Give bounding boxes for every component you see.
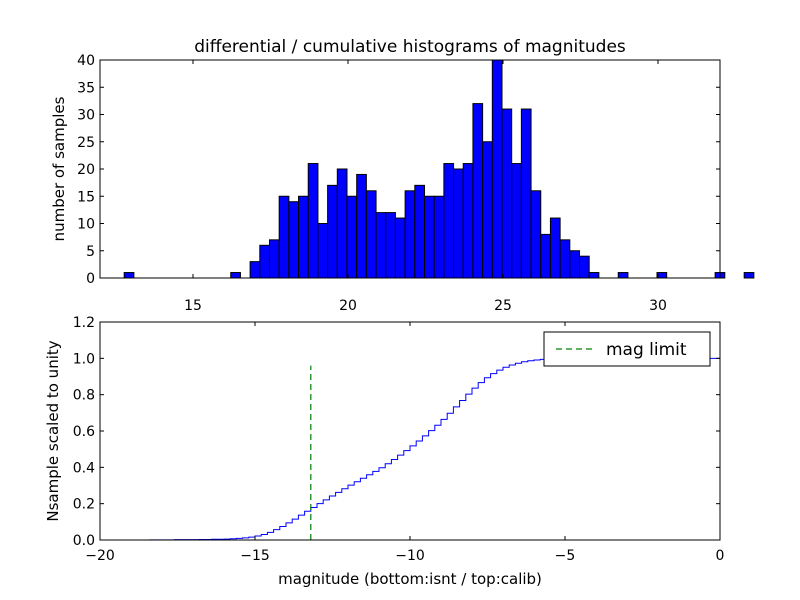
x-tick-label: −15 bbox=[240, 548, 270, 564]
y-tick-label: 1.2 bbox=[73, 315, 95, 331]
histogram-bar bbox=[268, 239, 280, 279]
histogram-bar bbox=[278, 195, 290, 279]
histogram-bar bbox=[356, 173, 367, 279]
y-tick-label: 10 bbox=[77, 217, 95, 233]
cumulative-xlabel: magnitude (bottom:isnt / top:calib) bbox=[278, 570, 542, 588]
histogram-bar bbox=[327, 184, 338, 279]
histogram-bar bbox=[414, 184, 425, 279]
histogram-ticks: 15 20 25 30 0 5 10 15 20 25 30 35 40 bbox=[77, 53, 720, 314]
histogram-bar bbox=[482, 141, 493, 279]
histogram-bar bbox=[230, 272, 241, 279]
histogram-bar bbox=[288, 201, 300, 279]
y-tick-label: 0 bbox=[86, 271, 95, 287]
histogram-bar bbox=[385, 212, 396, 279]
histogram-bar bbox=[530, 190, 542, 279]
histogram-bar bbox=[491, 59, 503, 279]
cumulative-panel: −20 −15 −10 −5 0 0.0 0.2 0.4 0.6 0.8 1.0 1.2 magnit… bbox=[44, 315, 724, 588]
histogram-bar bbox=[588, 272, 600, 279]
histogram-bar bbox=[404, 190, 416, 279]
histogram-bar bbox=[298, 195, 309, 279]
histogram-bar bbox=[511, 163, 522, 279]
histogram-bar bbox=[433, 195, 445, 279]
histogram-bar bbox=[559, 239, 571, 279]
x-tick-label: 25 bbox=[494, 298, 512, 314]
y-tick-label: 30 bbox=[77, 108, 95, 124]
histogram-bars bbox=[123, 59, 755, 279]
histogram-bar bbox=[569, 250, 580, 279]
histogram-bar bbox=[501, 108, 513, 279]
histogram-bar bbox=[617, 272, 629, 279]
histogram-bar bbox=[365, 190, 377, 279]
y-tick-label: 5 bbox=[86, 244, 95, 260]
x-tick-label: 30 bbox=[649, 298, 667, 314]
y-tick-label: 15 bbox=[77, 189, 95, 205]
histogram-bar bbox=[336, 168, 348, 279]
histogram-bar bbox=[307, 163, 319, 279]
y-tick-label: 0.4 bbox=[73, 460, 95, 476]
x-tick-label: 0 bbox=[716, 548, 725, 564]
histogram-bar bbox=[743, 272, 755, 279]
y-tick-label: 35 bbox=[77, 80, 95, 96]
legend: mag limit bbox=[543, 331, 711, 367]
histogram-bar bbox=[249, 261, 261, 279]
y-tick-label: 0.8 bbox=[73, 388, 95, 404]
histogram-bar bbox=[462, 163, 474, 279]
histogram-bar bbox=[317, 223, 329, 279]
legend-label: mag limit bbox=[606, 340, 687, 360]
histogram-ylabel: number of samples bbox=[50, 96, 68, 241]
y-tick-label: 0.0 bbox=[73, 533, 95, 549]
histogram-bar bbox=[472, 103, 484, 279]
chart-title: differential / cumulative histograms of … bbox=[194, 37, 626, 57]
histogram-bar bbox=[346, 195, 358, 279]
y-tick-label: 0.2 bbox=[73, 497, 95, 513]
x-tick-label: −5 bbox=[555, 548, 576, 564]
histogram-bar bbox=[549, 217, 561, 279]
cumulative-frame bbox=[99, 321, 721, 541]
y-tick-label: 20 bbox=[77, 162, 95, 178]
histogram-bar bbox=[123, 272, 135, 279]
histogram-bar bbox=[453, 168, 464, 279]
x-tick-label: 15 bbox=[184, 298, 202, 314]
histogram-bar bbox=[259, 244, 270, 279]
histogram-bar bbox=[540, 233, 551, 279]
y-tick-label: 0.6 bbox=[73, 424, 95, 440]
histogram-bar bbox=[423, 195, 435, 279]
x-tick-label: −10 bbox=[395, 548, 425, 564]
histogram-bar bbox=[394, 217, 406, 279]
histogram-bar bbox=[520, 108, 532, 279]
histogram-bar bbox=[375, 212, 387, 279]
histogram-frame bbox=[99, 59, 721, 279]
x-tick-label: 20 bbox=[339, 298, 357, 314]
histogram-bar bbox=[578, 255, 590, 279]
cumulative-ticks: −20 −15 −10 −5 0 0.0 0.2 0.4 0.6 0.8 1.0 1.2 bbox=[73, 315, 725, 564]
x-tick-label: −20 bbox=[85, 548, 115, 564]
histogram-bar bbox=[443, 163, 455, 279]
y-tick-label: 1.0 bbox=[73, 351, 95, 367]
y-tick-label: 40 bbox=[77, 53, 95, 69]
y-tick-label: 25 bbox=[77, 135, 95, 151]
histogram-panel: differential / cumulative histograms of … bbox=[50, 37, 755, 314]
cumulative-line bbox=[100, 357, 721, 541]
cumulative-ylabel: Nsample scaled to unity bbox=[44, 340, 62, 521]
